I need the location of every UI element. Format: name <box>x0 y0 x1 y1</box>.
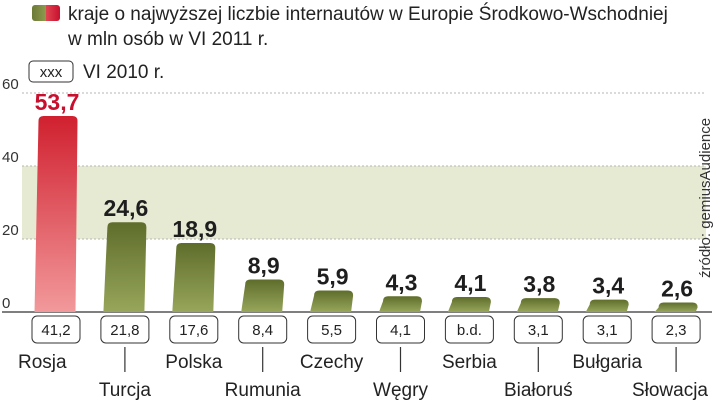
source-note: źródło: gemiusAudience <box>697 118 714 278</box>
bar-value-label: 24,6 <box>104 195 149 221</box>
category-label: Polska <box>165 352 222 373</box>
previous-value-label: 4,1 <box>390 322 411 339</box>
previous-value-box <box>100 315 150 344</box>
y-tick-label: 60 <box>2 76 19 93</box>
category-label: Rumunia <box>225 380 301 401</box>
category-label: Czechy <box>300 352 364 373</box>
bar-value-label: 53,7 <box>35 89 80 115</box>
bar-value-label: 3,4 <box>592 273 624 299</box>
bar-value-label: 5,9 <box>317 263 349 289</box>
category-label: Węgry <box>373 380 428 401</box>
bar-value-label: 3,8 <box>523 271 555 297</box>
legend-previous-box <box>28 60 74 83</box>
bars <box>34 115 698 313</box>
bar-value-label: 4,3 <box>386 269 418 295</box>
bar <box>516 298 560 312</box>
category-label: Bułgaria <box>572 352 642 373</box>
y-tick-label: 20 <box>2 222 19 239</box>
previous-value-box <box>376 315 425 344</box>
previous-value-label: 5,5 <box>321 322 342 339</box>
bar-value-label: 18,9 <box>172 216 217 242</box>
legend-previous-label: VI 2010 r. <box>83 62 164 83</box>
category-label: Serbia <box>442 352 497 373</box>
bar <box>447 297 491 312</box>
bar <box>172 243 216 312</box>
bar <box>654 302 698 312</box>
previous-value-box <box>31 315 81 344</box>
previous-value-label: 41,2 <box>41 322 70 339</box>
legend-swatch <box>32 5 60 21</box>
previous-value-label: 3,1 <box>528 322 549 339</box>
category-label: Rosja <box>18 352 67 373</box>
bar-value-label: 8,9 <box>248 253 280 279</box>
previous-value-label: 21,8 <box>110 322 139 339</box>
chart-subtitle: w mln osób w VI 2011 r. <box>67 29 268 50</box>
previous-value-box <box>651 315 701 344</box>
bar <box>585 299 629 312</box>
previous-value-box <box>307 315 357 344</box>
previous-value-box <box>444 315 494 344</box>
bar <box>241 279 285 312</box>
previous-value-label: 3,1 <box>597 322 618 339</box>
category-label: Białoruś <box>504 380 573 401</box>
previous-value-label: 17,6 <box>179 322 208 339</box>
bar-value-label: 4,1 <box>454 270 486 296</box>
bar-value-label: 2,6 <box>661 276 693 302</box>
previous-value-label: 2,3 <box>666 322 687 339</box>
y-tick-label: 40 <box>2 149 19 166</box>
chart-title: kraje o najwyższej liczbie internautów w… <box>68 3 668 25</box>
bar <box>379 296 422 312</box>
previous-value-box <box>513 315 563 344</box>
previous-value-label: b.d. <box>457 322 482 339</box>
category-label: Turcja <box>99 380 152 401</box>
y-tick-label: 0 <box>2 295 10 312</box>
previous-value-box <box>582 315 632 344</box>
bar <box>310 290 354 312</box>
legend-previous-box-text: xxx <box>40 64 63 81</box>
bar <box>34 115 78 313</box>
previous-value-label: 8,4 <box>252 322 273 339</box>
previous-value-box <box>169 315 219 344</box>
previous-value-box <box>238 315 288 344</box>
category-label: Słowacja <box>632 380 708 401</box>
labels: 53,7 41,2 Rosja 24,6 21,8 Turcja 18,9 17,6 Polsk… <box>18 89 708 401</box>
bar <box>103 222 147 312</box>
